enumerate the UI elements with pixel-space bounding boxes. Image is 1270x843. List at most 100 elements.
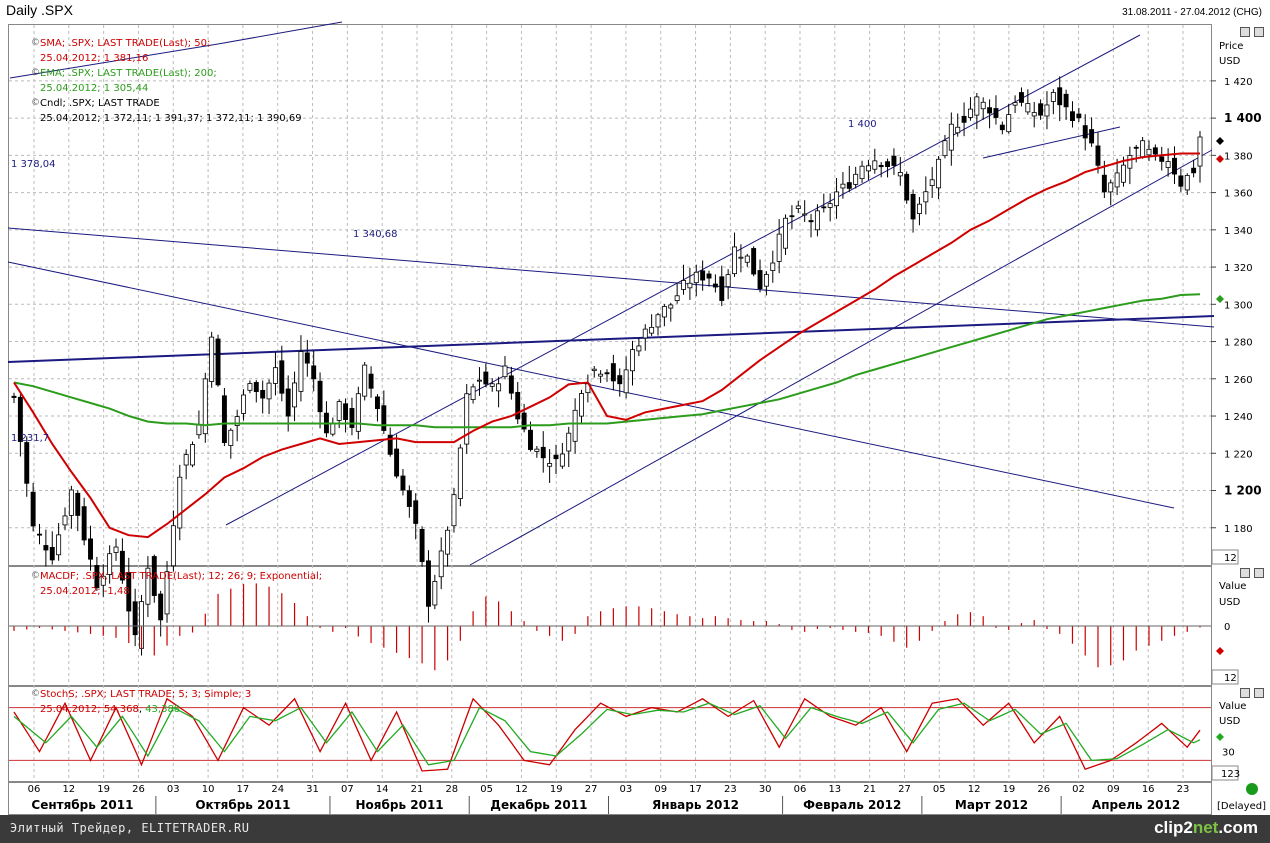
candle-body (859, 165, 865, 180)
candle-body (368, 373, 374, 389)
candle-body (547, 463, 553, 467)
candle-body (298, 351, 304, 392)
candle-body (247, 383, 253, 391)
panel-minimize-button[interactable] (1240, 27, 1250, 37)
candle-body (43, 545, 49, 551)
candle-body (119, 550, 125, 581)
candle-body (1172, 157, 1177, 175)
candle-body (464, 393, 470, 445)
candle-body (451, 494, 457, 527)
candle-body (1152, 147, 1158, 155)
candle-body (279, 360, 285, 394)
price-tick-label: 1 240 (1224, 412, 1253, 423)
panel-close-button[interactable] (1254, 27, 1264, 37)
day-label: 02 (1072, 784, 1085, 795)
candle-body (719, 276, 725, 301)
price-tick-label: 1 300 (1224, 300, 1253, 311)
candle-body (751, 248, 757, 275)
candle-body (579, 393, 584, 417)
candle-body (215, 338, 221, 386)
day-label: 26 (1037, 784, 1050, 795)
stoch-panel[interactable] (8, 686, 1212, 782)
candle-body (126, 572, 132, 612)
month-label: Март 2012 (955, 798, 1028, 812)
candle-body (987, 107, 993, 114)
logo-prefix: clip2 (1154, 818, 1193, 837)
day-label: 21 (411, 784, 424, 795)
candle-body (1006, 114, 1012, 133)
price-tick-label: 1 420 (1224, 77, 1253, 88)
candle-body (413, 500, 419, 524)
sma-marker-icon (1216, 155, 1224, 163)
footer-text: Элитный Трейдер, ELITETRADER.RU (10, 821, 250, 835)
candle-body (623, 369, 629, 394)
candle-body (1089, 129, 1095, 144)
candle-body (980, 101, 986, 110)
macd-minimize-button[interactable] (1240, 568, 1250, 578)
day-label: 12 (515, 784, 528, 795)
candle-body (897, 172, 903, 177)
candle-body (725, 274, 731, 288)
trendline-top-left (217, 21, 343, 45)
stoch-axis-title: Value (1219, 701, 1246, 712)
macd-corner-label: 12 (1224, 673, 1237, 684)
candle-body (88, 538, 93, 560)
candle-body (30, 491, 36, 527)
price-chart[interactable]: 1 180 1 200 1 220 1 240 1 260 1 280 1 300 1 320… (0, 0, 1270, 815)
candle-body (445, 529, 451, 555)
candle-body (891, 155, 897, 166)
candle-body (183, 454, 189, 466)
day-label: 31 (306, 784, 319, 795)
candle-body (865, 165, 871, 172)
candle-body (483, 371, 489, 385)
settings-icon: © (31, 571, 40, 581)
candle-body (253, 382, 259, 393)
time-axis (8, 782, 1212, 815)
trendline-resistance (7, 227, 1215, 328)
clip2net-logo: clip2net.com (1154, 818, 1258, 838)
candle-body (113, 546, 119, 553)
day-label: 09 (1107, 784, 1120, 795)
macd-label: MACDF; .SPX; LAST TRADE(Last); 12; 26; 9… (40, 571, 322, 582)
day-label: 30 (759, 784, 772, 795)
candle-body (630, 349, 635, 372)
sma-value: 25.04.2012; 1 381,16 (40, 53, 148, 64)
candle-body (11, 395, 17, 398)
price-tick-label: 1 180 (1224, 524, 1253, 535)
candle-body (617, 375, 623, 385)
macd-close-button[interactable] (1254, 568, 1264, 578)
time-axis-labels: 06 12 19 26 03 10 17 24 31 07 14 21 28 05 12 19 27 03 09 17… (28, 784, 1189, 814)
candle-body (923, 191, 929, 203)
candle-body (1082, 125, 1088, 139)
stoch-close-button[interactable] (1254, 688, 1264, 698)
candle-body (24, 442, 30, 484)
candle-body (470, 386, 476, 400)
candle-body (1101, 174, 1107, 193)
candle-body (540, 446, 546, 459)
candle-body (190, 444, 195, 466)
price-corner-label: 12 (1224, 553, 1237, 564)
price-tick-label: 1 200 (1224, 484, 1262, 498)
candle-body (107, 553, 113, 575)
sma-label: SMA; .SPX; LAST TRADE(Last); 50; (40, 38, 210, 49)
candle-body (827, 203, 833, 208)
candle-body (942, 140, 948, 157)
day-label: 10 (202, 784, 215, 795)
candle-body (732, 246, 737, 275)
month-label: Сентябрь 2011 (31, 798, 133, 812)
candle-body (272, 367, 278, 384)
candle-body (374, 396, 380, 410)
candle-value: 25.04.2012; 1 372,11; 1 391,37; 1 372,11… (40, 113, 302, 124)
month-label: Январь 2012 (652, 798, 739, 812)
candle-body (834, 191, 840, 207)
stoch-value-d: 43,388 (145, 704, 180, 715)
day-label: 21 (863, 784, 876, 795)
candle-body (528, 429, 533, 450)
stoch-minimize-button[interactable] (1240, 688, 1250, 698)
candle-body (808, 220, 814, 223)
close-marker-icon (1216, 137, 1224, 145)
candle-body (763, 274, 769, 287)
candle-body (961, 115, 967, 123)
candle-body (821, 206, 827, 209)
price-panel[interactable] (8, 24, 1212, 566)
